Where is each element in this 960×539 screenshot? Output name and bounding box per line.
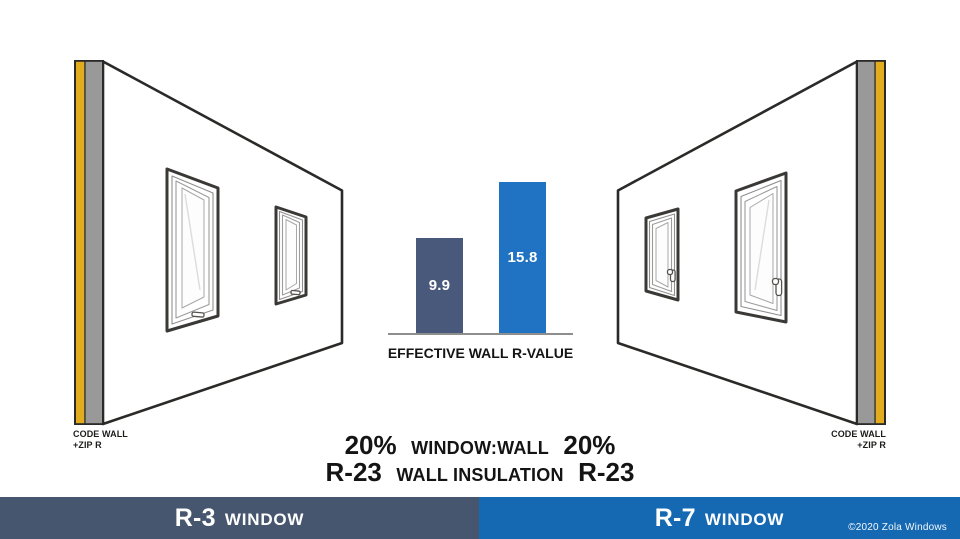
insulation-right-value: R-23 — [578, 457, 635, 487]
right-wall-window-large — [734, 171, 788, 324]
left-wall-edge — [74, 60, 104, 425]
r-value-chart: 9.9 15.8 EFFECTIVE WALL R-VALUE — [388, 174, 573, 364]
right-wall-window-small — [644, 207, 680, 302]
right-wall-label-line2: +ZIP R — [857, 440, 886, 450]
window-handle — [666, 268, 676, 283]
right-wall-label: CODE WALL +ZIP R — [831, 429, 886, 451]
sheathing-layer — [85, 61, 102, 424]
r3-banner-label: WINDOW — [224, 509, 305, 529]
chart-title: EFFECTIVE WALL R-VALUE — [387, 345, 574, 361]
ratio-left-value: 20% — [344, 430, 397, 460]
bar-value-label: 9.9 — [428, 277, 451, 294]
left-wall — [74, 60, 344, 426]
zip-r-layer — [875, 61, 884, 424]
right-wall — [616, 60, 886, 426]
right-wall-label-line1: CODE WALL — [831, 429, 886, 439]
left-wall-label: CODE WALL +ZIP R — [73, 429, 128, 451]
bar-code-wall-r7: 15.8 — [499, 182, 546, 333]
r3-banner-value: R-3 — [174, 503, 216, 532]
zip-r-layer — [76, 61, 85, 424]
left-wall-window-large — [165, 167, 220, 333]
bar-code-wall-r3: 9.9 — [416, 238, 463, 333]
bar-value-label: 15.8 — [507, 249, 538, 266]
r3-window-banner: R-3 WINDOW — [0, 497, 479, 539]
copyright-text: ©2020 Zola Windows — [848, 522, 947, 533]
left-wall-label-line2: +ZIP R — [73, 440, 102, 450]
wall-insulation-line: R-23 WALL INSULATION R-23 — [0, 457, 960, 488]
r7-window-banner: R-7 WINDOW ©2020 Zola Windows — [479, 497, 960, 539]
window-handle — [191, 311, 205, 318]
window-wall-ratio-line: 20% WINDOW:WALL 20% — [0, 430, 960, 461]
insulation-label: WALL INSULATION — [396, 465, 564, 485]
left-wall-label-line1: CODE WALL — [73, 429, 128, 439]
chart-baseline — [388, 333, 573, 335]
footer-banners: R-3 WINDOW R-7 WINDOW ©2020 Zola Windows — [0, 497, 960, 539]
left-wall-window-small — [274, 205, 308, 306]
right-wall-edge — [856, 60, 886, 425]
ratio-label: WINDOW:WALL — [411, 438, 549, 458]
r7-banner-value: R-7 — [654, 503, 696, 532]
r7-banner-label: WINDOW — [704, 509, 785, 529]
sheathing-layer — [858, 61, 875, 424]
insulation-left-value: R-23 — [325, 457, 382, 487]
window-handle — [290, 289, 301, 296]
ratio-right-value: 20% — [563, 430, 616, 460]
window-handle — [771, 277, 783, 297]
